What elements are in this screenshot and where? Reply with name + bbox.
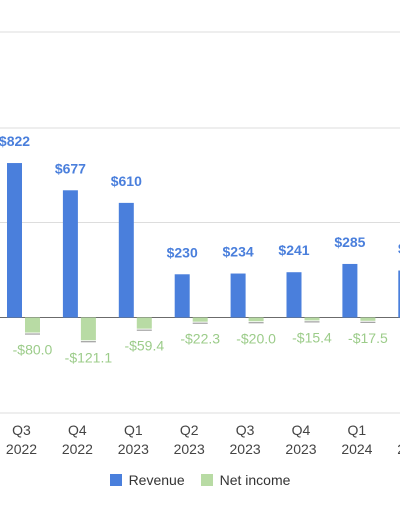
x-tick-year: 2022	[62, 441, 93, 457]
net-income-value-label: -$17.5	[348, 330, 388, 346]
net-income-value-label: -$80.0	[13, 342, 53, 358]
legend-item-net-income[interactable]: Net income	[200, 472, 291, 488]
revenue-value-label: $677	[55, 160, 86, 176]
legend: Revenue Net income	[0, 472, 400, 488]
revenue-bar	[62, 190, 78, 318]
revenue-bar	[174, 274, 190, 318]
net-income-value-label: -$121.1	[65, 349, 113, 365]
net-income-value-label: -$15.4	[292, 329, 332, 345]
net-income-bar	[360, 317, 376, 321]
revenue-bar	[230, 273, 246, 318]
legend-swatch-revenue	[109, 474, 122, 486]
net-income-value-label: -$22.3	[180, 331, 220, 347]
revenue-value-label: $2	[398, 241, 400, 257]
revenue-bar	[118, 202, 134, 318]
net-income-bar	[248, 317, 264, 322]
revenue-value-label: $241	[278, 242, 309, 258]
x-tick-year: 2022	[6, 441, 37, 457]
net-income-bar	[80, 317, 96, 341]
revenue-value-label: $230	[167, 244, 198, 260]
x-tick-quarter: Q4	[68, 422, 87, 438]
net-income-value-label: -$59.4	[124, 338, 164, 354]
gridlines	[0, 31, 400, 414]
revenue-value-label: $610	[111, 173, 142, 189]
legend-label-net-income: Net income	[219, 472, 291, 488]
x-tick-year: 2024	[341, 441, 372, 457]
revenue-bar	[7, 163, 22, 318]
x-tick-quarter: Q2	[180, 422, 199, 438]
revenue-bar	[286, 272, 302, 318]
x-tick-quarter: Q3	[236, 422, 255, 438]
revenue-value-label: $285	[334, 234, 365, 250]
net-income-bar	[304, 317, 320, 321]
x-tick-year: 2023	[118, 441, 149, 457]
revenue-bar	[342, 263, 358, 318]
x-tick-year: 2023	[285, 441, 316, 457]
x-tick-quarter: Q4	[292, 422, 311, 438]
x-tick-year: 2024	[397, 441, 400, 457]
net-income-bar	[136, 317, 152, 329]
x-tick-year: 2023	[230, 441, 261, 457]
x-axis-ticks: Q3 2022 Q4 2022 Q1 2023 Q2 2023 Q3 2023 Q4 2023 Q1 20…	[6, 422, 400, 457]
bars	[7, 163, 400, 343]
revenue-value-label: $234	[223, 244, 254, 260]
net-income-bar	[192, 317, 208, 322]
revenue-value-label: $822	[0, 133, 30, 149]
net-income-value-label: -$20.0	[236, 330, 276, 346]
revenue-bar	[398, 270, 400, 318]
data-labels: $822 -$80.0 $677 -$121.1 $610 -$59.4 $230 -$22.…	[0, 133, 400, 365]
net-income-bar	[25, 317, 40, 333]
legend-swatch-net-income	[200, 474, 213, 486]
x-tick-quarter: Q1	[124, 422, 143, 438]
x-tick-year: 2023	[174, 441, 205, 457]
x-tick-quarter: Q1	[348, 422, 367, 438]
legend-item-revenue[interactable]: Revenue	[109, 472, 185, 488]
legend-label-revenue: Revenue	[128, 472, 185, 488]
x-tick-quarter: Q3	[12, 422, 31, 438]
